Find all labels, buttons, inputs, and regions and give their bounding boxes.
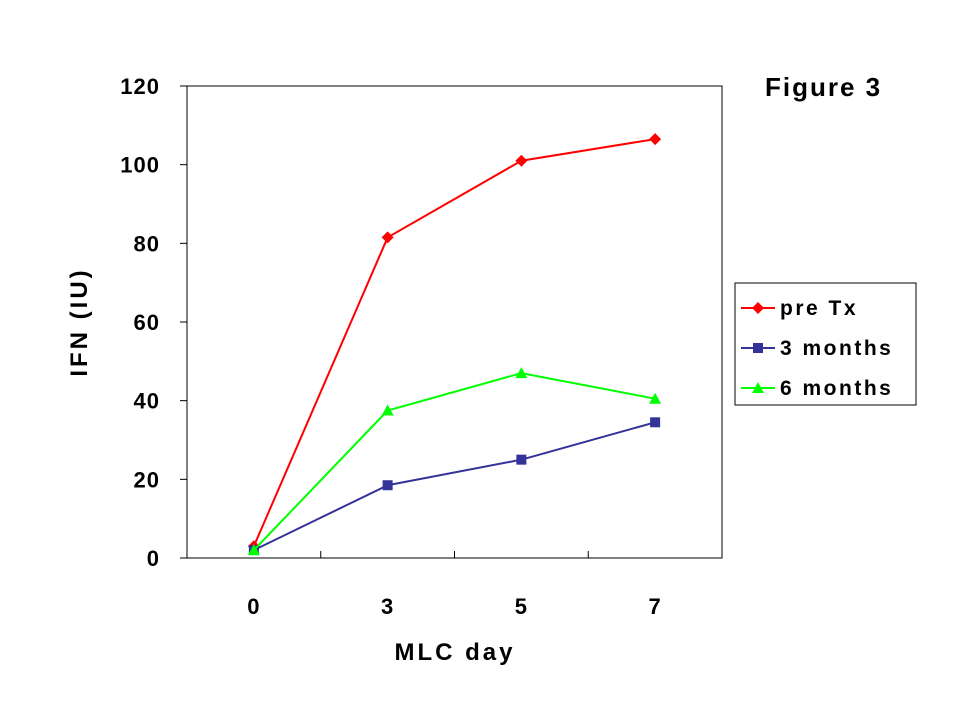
plot-area — [186, 85, 723, 559]
y-axis: 0 20 40 60 80 100 120 — [120, 74, 187, 571]
data-point — [382, 480, 393, 491]
y-tick-label: 80 — [134, 231, 160, 256]
data-point — [515, 367, 528, 379]
y-tick-label: 120 — [120, 74, 160, 99]
legend-marker — [752, 302, 764, 314]
legend-label: pre Tx — [780, 297, 858, 320]
data-point — [650, 417, 661, 428]
series-line — [253, 421, 656, 552]
data-point — [649, 133, 662, 146]
figure-label: Figure 3 — [765, 72, 882, 102]
y-tick-label: 20 — [134, 467, 160, 492]
legend-marker — [753, 343, 763, 353]
y-tick-label: 60 — [134, 310, 160, 335]
data-point — [247, 544, 260, 556]
legend-item-6-months: 6 months — [741, 377, 893, 400]
data-point — [381, 231, 394, 244]
legend-marker — [752, 382, 764, 393]
legend-label: 3 months — [780, 337, 893, 360]
x-tick-label: 7 — [649, 594, 662, 619]
x-tick-label: 0 — [247, 594, 260, 619]
y-axis-title: IFN (IU) — [66, 267, 93, 376]
y-tick-label: 100 — [120, 153, 160, 178]
series-line — [252, 138, 656, 547]
x-tick-label: 3 — [381, 594, 394, 619]
data-point — [515, 154, 528, 167]
legend-box — [734, 282, 917, 406]
y-tick-label: 0 — [147, 546, 160, 571]
data-point — [381, 404, 394, 416]
y-tick-label: 40 — [134, 389, 160, 414]
x-axis: 0 3 5 7 — [247, 551, 662, 619]
x-tick-label: 5 — [515, 594, 528, 619]
legend-label: 6 months — [780, 377, 893, 400]
legend-item-3-months: 3 months — [741, 337, 893, 360]
data-point — [516, 454, 527, 465]
series-line — [253, 372, 656, 551]
legend: pre Tx 3 months 6 months — [734, 282, 917, 406]
series-layer — [247, 133, 662, 556]
data-point — [649, 392, 662, 404]
x-axis-title: MLC day — [394, 639, 515, 666]
series-6-months — [247, 367, 662, 556]
legend-item-pre-tx: pre Tx — [741, 297, 858, 320]
